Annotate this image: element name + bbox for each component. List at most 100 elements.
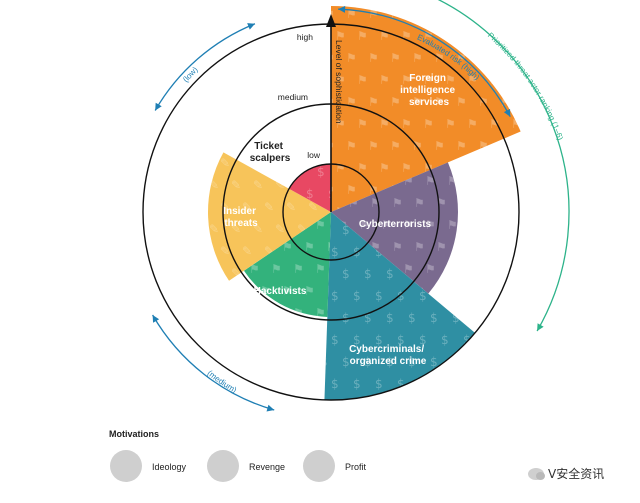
- svg-text:⚑: ⚑: [478, 183, 489, 197]
- svg-text:⚑: ⚑: [412, 403, 423, 417]
- svg-text:✎: ✎: [209, 90, 219, 104]
- svg-text:$: $: [166, 267, 174, 281]
- svg-text:$: $: [199, 289, 207, 303]
- svg-text:✎: ✎: [275, 222, 285, 236]
- svg-text:⚑: ⚑: [269, 117, 280, 131]
- svg-text:⚑: ⚑: [227, 306, 238, 320]
- svg-text:$: $: [254, 355, 262, 369]
- svg-text:✎: ✎: [264, 332, 274, 346]
- svg-text:$: $: [342, 267, 350, 281]
- dollar-icon: [303, 450, 335, 482]
- svg-text:⚑: ⚑: [324, 139, 335, 153]
- svg-text:⚑: ⚑: [258, 315, 269, 329]
- svg-text:⚑: ⚑: [304, 108, 315, 122]
- svg-text:⚑: ⚑: [126, 139, 137, 153]
- svg-text:⚑: ⚑: [192, 7, 203, 21]
- svg-text:$: $: [507, 289, 515, 303]
- svg-text:$: $: [210, 3, 218, 17]
- svg-text:$: $: [496, 355, 504, 369]
- sector-cybercriminals: [324, 212, 476, 401]
- svg-text:⚑: ⚑: [216, 284, 227, 298]
- svg-text:⚑: ⚑: [280, 403, 291, 417]
- svg-text:⚑: ⚑: [412, 139, 423, 153]
- svg-text:⚑: ⚑: [159, 381, 170, 395]
- svg-text:$: $: [177, 201, 185, 215]
- svg-text:✎: ✎: [264, 244, 274, 258]
- svg-text:$: $: [199, 333, 207, 347]
- svg-text:⚑: ⚑: [280, 359, 291, 373]
- svg-text:⚑: ⚑: [445, 293, 456, 307]
- svg-text:⚑: ⚑: [456, 139, 467, 153]
- svg-text:$: $: [133, 289, 141, 303]
- svg-text:$: $: [485, 157, 493, 171]
- svg-text:⚑: ⚑: [478, 51, 489, 65]
- svg-text:✎: ✎: [231, 310, 241, 324]
- svg-text:⚑: ⚑: [533, 117, 544, 131]
- svg-text:$: $: [199, 201, 207, 215]
- svg-text:$: $: [144, 311, 152, 325]
- svg-text:✎: ✎: [473, 178, 483, 192]
- svg-text:$: $: [452, 267, 460, 281]
- sector-label-scalpers: Ticket scalpers: [250, 141, 291, 164]
- svg-text:⚑: ⚑: [194, 152, 205, 166]
- svg-text:⚑: ⚑: [533, 161, 544, 175]
- svg-text:⚑: ⚑: [489, 337, 500, 351]
- svg-text:⚑: ⚑: [181, 29, 192, 43]
- sector-label-cyberterrorists: Cyberterrorists: [359, 219, 432, 230]
- svg-text:$: $: [331, 289, 339, 303]
- svg-text:$: $: [155, 69, 163, 83]
- svg-text:$: $: [306, 187, 314, 201]
- svg-text:$: $: [221, 69, 229, 83]
- svg-text:⚑: ⚑: [467, 293, 478, 307]
- svg-text:✎: ✎: [198, 112, 208, 126]
- svg-text:⚑: ⚑: [425, 262, 436, 276]
- svg-text:⚑: ⚑: [346, 183, 357, 197]
- svg-text:⚑: ⚑: [315, 130, 326, 144]
- svg-text:✎: ✎: [231, 134, 241, 148]
- svg-text:$: $: [430, 3, 438, 17]
- svg-text:⚑: ⚑: [436, 240, 447, 254]
- svg-text:⚑: ⚑: [159, 161, 170, 175]
- svg-text:$: $: [265, 25, 273, 39]
- svg-text:⚑: ⚑: [170, 51, 181, 65]
- svg-text:$: $: [331, 377, 339, 391]
- svg-text:$: $: [144, 267, 152, 281]
- svg-text:⚑: ⚑: [115, 117, 126, 131]
- svg-text:⚑: ⚑: [313, 73, 324, 87]
- svg-text:⚑: ⚑: [247, 73, 258, 87]
- svg-text:✎: ✎: [209, 134, 219, 148]
- svg-text:⚑: ⚑: [445, 117, 456, 131]
- svg-text:$: $: [474, 47, 482, 61]
- svg-text:⚑: ⚑: [291, 73, 302, 87]
- svg-text:$: $: [133, 113, 141, 127]
- svg-text:$: $: [441, 289, 449, 303]
- svg-text:✎: ✎: [209, 178, 219, 192]
- svg-text:✎: ✎: [473, 310, 483, 324]
- svg-text:⚑: ⚑: [467, 381, 478, 395]
- svg-text:✎: ✎: [231, 222, 241, 236]
- svg-text:$: $: [254, 3, 262, 17]
- svg-text:⚑: ⚑: [522, 51, 533, 65]
- svg-text:⚑: ⚑: [227, 86, 238, 100]
- svg-text:⚑: ⚑: [315, 130, 326, 144]
- svg-text:⚑: ⚑: [324, 95, 335, 109]
- svg-text:⚑: ⚑: [522, 7, 533, 21]
- svg-text:⚑: ⚑: [280, 51, 291, 65]
- svg-text:$: $: [430, 311, 438, 325]
- svg-text:$: $: [232, 135, 240, 149]
- sector-hacktivists: [243, 212, 331, 317]
- svg-text:$: $: [485, 245, 493, 259]
- svg-text:⚑: ⚑: [544, 51, 555, 65]
- svg-text:⚑: ⚑: [436, 196, 447, 210]
- svg-text:⚑: ⚑: [192, 227, 203, 241]
- svg-text:⚑: ⚑: [258, 7, 269, 21]
- svg-text:⚑: ⚑: [368, 403, 379, 417]
- svg-text:✎: ✎: [286, 332, 296, 346]
- svg-text:⚑: ⚑: [203, 161, 214, 175]
- svg-text:$: $: [188, 47, 196, 61]
- svg-text:⚑: ⚑: [205, 130, 216, 144]
- svg-text:⚑: ⚑: [403, 262, 414, 276]
- svg-text:⚑: ⚑: [170, 7, 181, 21]
- svg-text:$: $: [507, 25, 515, 39]
- svg-text:⚑: ⚑: [368, 95, 379, 109]
